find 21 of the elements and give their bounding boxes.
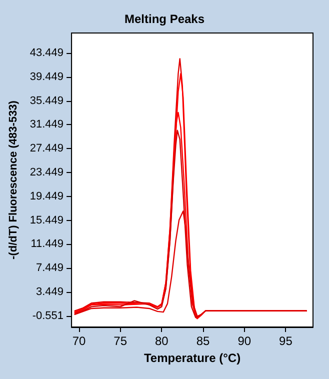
- y-tick-label: 19.449: [30, 190, 64, 202]
- x-tick-label: 80: [154, 334, 169, 348]
- y-tick-label: 31.449: [30, 118, 64, 131]
- y-tick-label: 23.449: [30, 166, 64, 179]
- x-tick-label: 90: [238, 334, 252, 348]
- y-tick-label: 11.449: [30, 238, 64, 250]
- x-tick-label: 85: [196, 334, 210, 348]
- y-tick-label: 39.449: [30, 70, 64, 83]
- y-tick-label: -0.551: [32, 310, 64, 322]
- x-axis-title: Temperature (°C): [144, 350, 241, 365]
- y-tick-label: 27.449: [30, 142, 64, 155]
- y-tick-label: 15.449: [30, 214, 64, 226]
- x-tick-label: 70: [72, 334, 86, 348]
- y-tick-label: 3.449: [36, 286, 64, 298]
- y-axis-title: -(d/dT) Fluorescence (483-533): [8, 100, 20, 260]
- chart-title: Melting Peaks: [124, 12, 205, 26]
- y-tick-label: 35.449: [30, 94, 64, 107]
- x-tick-label: 75: [114, 334, 128, 348]
- y-tick-label: 7.449: [36, 262, 64, 274]
- y-tick-label: 43.449: [30, 47, 64, 60]
- x-tick-label: 95: [279, 334, 293, 348]
